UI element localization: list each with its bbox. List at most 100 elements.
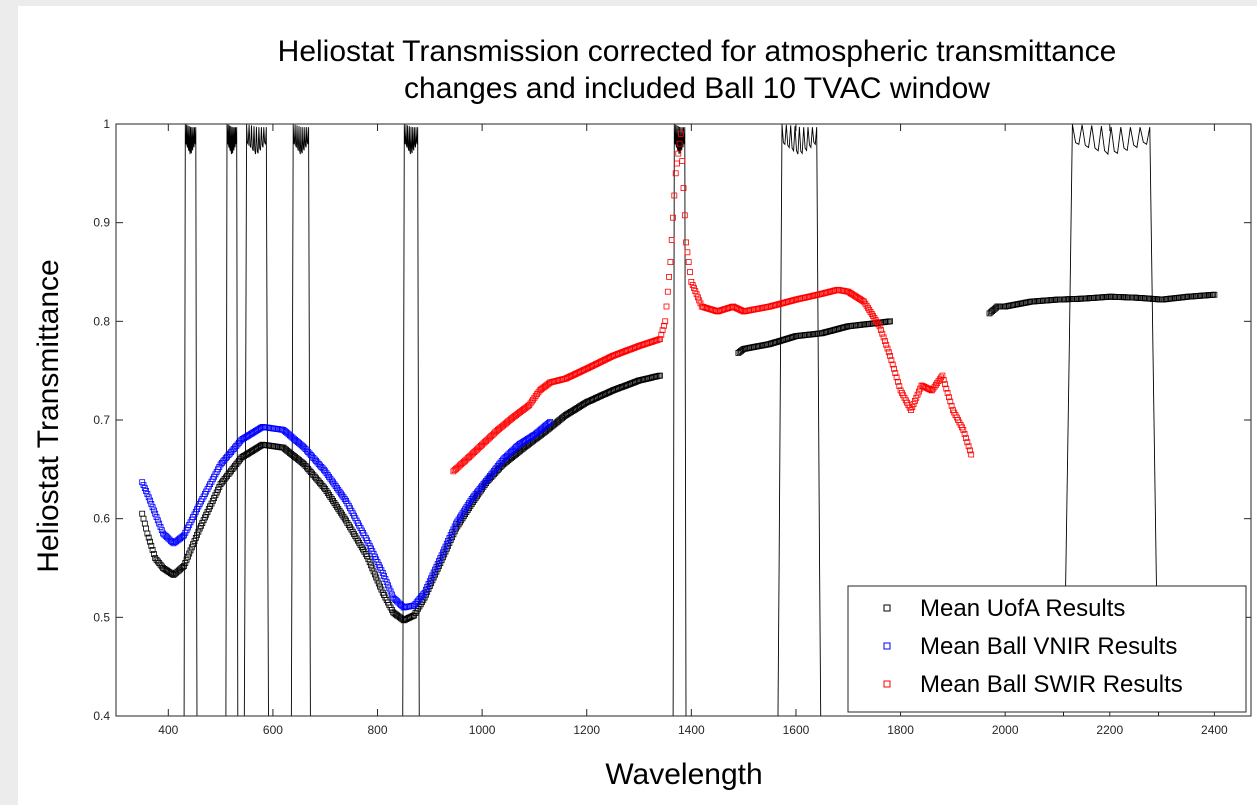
data-point <box>152 510 159 517</box>
data-point <box>145 534 152 541</box>
data-point <box>195 528 202 535</box>
data-point <box>676 140 683 147</box>
data-point <box>149 504 156 511</box>
data-point <box>450 526 457 533</box>
data-point <box>426 578 433 585</box>
clipped-plot <box>139 124 1218 716</box>
x-tick-label: 2400 <box>1201 723 1228 737</box>
data-point <box>882 338 888 345</box>
data-point <box>887 318 893 325</box>
legend-label-uofa: Mean UofA Results <box>920 595 1125 622</box>
data-point <box>893 374 900 381</box>
data-point <box>184 553 191 560</box>
data-point <box>683 239 689 246</box>
chart-title-line-2: changes and included Ball 10 TVAC window <box>404 72 990 105</box>
data-point <box>968 451 975 458</box>
legend-marker-ball-swir <box>883 680 891 688</box>
data-point <box>887 352 893 359</box>
data-point <box>965 443 972 450</box>
data-point <box>1211 291 1218 298</box>
data-point <box>668 236 675 243</box>
y-tick-label: 0.8 <box>93 314 110 328</box>
data-point <box>667 259 674 266</box>
legend-label-ball-swir: Mean Ball SWIR Results <box>920 671 1183 698</box>
data-point <box>939 372 946 379</box>
data-point <box>365 556 372 563</box>
data-point <box>429 572 436 579</box>
data-point <box>888 357 895 364</box>
legend: Mean UofA Results Mean Ball VNIR Results… <box>847 585 1247 713</box>
data-point <box>141 520 148 527</box>
filter-band-curve <box>183 124 1160 716</box>
x-tick-label: 1800 <box>887 723 914 737</box>
data-point <box>671 192 678 199</box>
data-point <box>696 297 703 304</box>
data-point <box>144 530 151 537</box>
data-point <box>896 383 903 390</box>
data-point <box>424 584 431 590</box>
data-point <box>884 345 891 352</box>
legend-marker-uofa <box>883 604 891 612</box>
data-point <box>144 491 151 497</box>
data-point <box>692 288 699 295</box>
y-tick-label: 0.4 <box>93 709 110 723</box>
data-point <box>684 249 691 256</box>
y-tick-label: 1 <box>103 117 110 131</box>
data-point <box>436 558 442 564</box>
data-point <box>153 514 160 520</box>
data-point <box>685 259 692 266</box>
axis-ticks: 400 600 800 1000 1200 1400 1600 1800 2000 2200 240… <box>93 117 1251 737</box>
data-point <box>885 349 892 356</box>
data-point <box>908 407 914 414</box>
data-point <box>944 389 951 396</box>
data-point <box>375 580 382 587</box>
data-point <box>879 330 886 337</box>
data-point <box>658 331 665 338</box>
data-point <box>670 214 676 221</box>
data-point <box>190 541 197 548</box>
data-point <box>191 538 198 544</box>
data-point <box>891 365 897 372</box>
data-point <box>687 269 693 275</box>
data-point <box>182 560 189 566</box>
data-point <box>662 318 669 325</box>
data-point <box>382 576 389 582</box>
data-point <box>446 535 453 541</box>
data-point <box>895 378 901 385</box>
data-point <box>672 170 679 177</box>
data-point <box>916 388 922 395</box>
y-tick-label: 0.6 <box>93 512 110 526</box>
data-point <box>912 397 918 404</box>
data-point <box>914 391 921 398</box>
data-point <box>909 404 916 411</box>
data-point <box>381 573 388 579</box>
data-point <box>148 500 155 507</box>
data-point <box>154 517 161 524</box>
data-point <box>145 494 152 501</box>
series-0 <box>139 291 1218 624</box>
data-point <box>383 579 390 586</box>
data-point <box>441 546 448 553</box>
data-point <box>545 420 552 426</box>
chart-title-line-1: Heliostat Transmission corrected for atm… <box>278 35 1117 68</box>
data-point <box>691 285 697 291</box>
data-point <box>666 273 672 280</box>
data-point <box>876 323 883 330</box>
data-point <box>657 372 663 379</box>
data-point <box>140 515 147 522</box>
x-tick-label: 1600 <box>783 723 810 737</box>
data-point <box>674 160 680 167</box>
data-point <box>378 586 385 593</box>
data-point <box>445 538 452 544</box>
data-point <box>689 282 696 288</box>
chart: Heliostat Transmission corrected for atm… <box>32 35 1252 791</box>
data-point <box>681 212 688 219</box>
data-point <box>366 559 373 566</box>
x-tick-label: 1400 <box>678 723 705 737</box>
data-point <box>947 398 954 405</box>
data-point <box>693 291 700 298</box>
data-point <box>910 401 917 407</box>
data-point <box>140 482 147 489</box>
data-point <box>695 294 701 301</box>
data-point <box>187 547 194 554</box>
